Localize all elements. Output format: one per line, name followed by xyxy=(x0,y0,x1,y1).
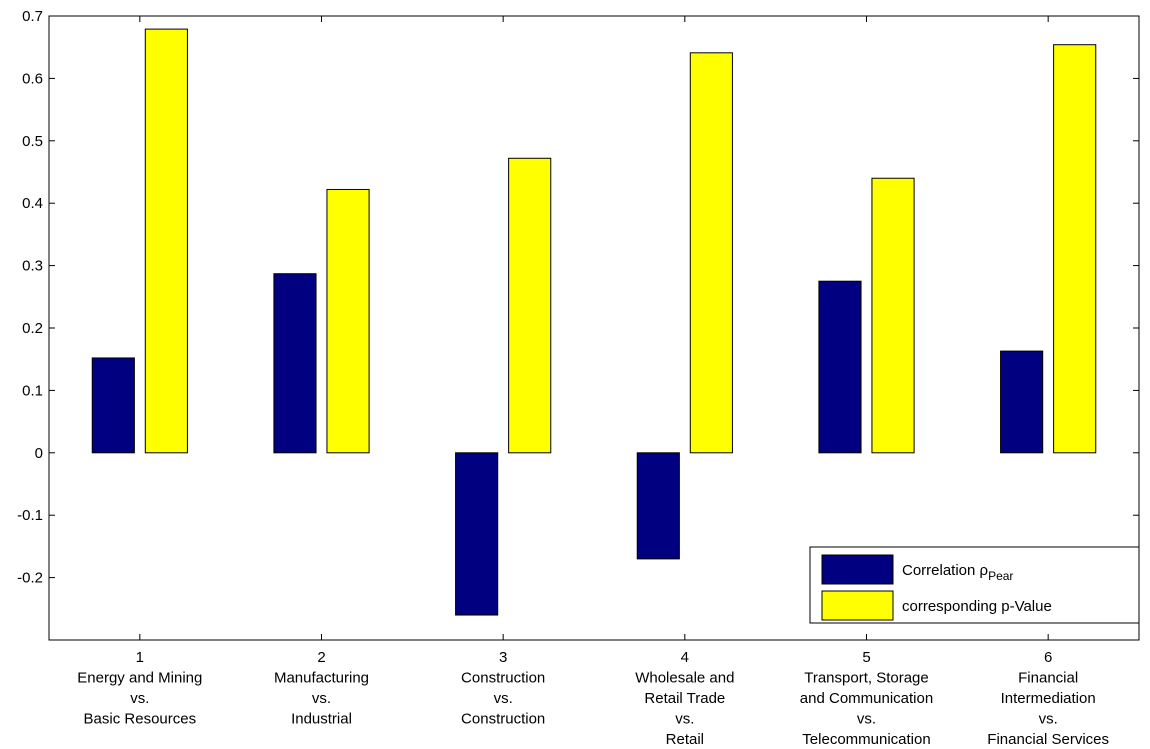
bar xyxy=(818,280,862,454)
legend-label: corresponding p-Value xyxy=(902,598,1052,615)
legend-label: Correlation ρPear xyxy=(902,562,1013,583)
x-tick-label: Retail Trade xyxy=(644,690,725,707)
x-tick-label: 3 xyxy=(499,649,507,666)
bar xyxy=(144,28,188,454)
bar xyxy=(689,52,733,454)
legend: Correlation ρPear corresponding p-Value xyxy=(809,546,1140,624)
x-tick-label: Transport, Storage xyxy=(804,670,929,687)
y-tick-label: 0.6 xyxy=(22,70,43,87)
x-tick-label: vs. xyxy=(675,711,694,728)
y-tick-label: 0 xyxy=(35,445,43,462)
x-tick-label: Industrial xyxy=(291,711,352,728)
x-tick-label: Retail xyxy=(666,731,704,748)
legend-text: corresponding p-Value xyxy=(902,598,1052,615)
x-tick-label: vs. xyxy=(130,690,149,707)
x-tick-label: vs. xyxy=(494,690,513,707)
bar xyxy=(1053,44,1097,454)
legend-text: Correlation ρ xyxy=(902,562,988,579)
bar xyxy=(455,452,499,616)
bar xyxy=(508,157,552,454)
x-tick-label: Intermediation xyxy=(1001,690,1096,707)
x-tick-label: Financial Services xyxy=(987,731,1109,748)
bar xyxy=(91,357,135,454)
y-tick-label: 0.2 xyxy=(22,320,43,337)
x-tick-label: Financial xyxy=(1018,670,1078,687)
x-tick-label: Construction xyxy=(461,670,545,687)
bar xyxy=(273,273,317,454)
y-tick-label: 0.7 xyxy=(22,8,43,25)
legend-subscript: Pear xyxy=(988,569,1013,583)
x-tick-label: Basic Resources xyxy=(84,711,197,728)
y-tick-label: -0.2 xyxy=(17,570,43,587)
bar xyxy=(636,452,680,560)
bar xyxy=(871,177,915,454)
x-tick-label: Telecommunication xyxy=(802,731,930,748)
x-tick-label: vs. xyxy=(857,711,876,728)
bar xyxy=(326,188,370,454)
bar xyxy=(1000,350,1044,454)
legend-swatch xyxy=(821,554,894,585)
x-tick-label: 1 xyxy=(136,649,144,666)
legend-swatch xyxy=(821,590,894,621)
x-tick-label: Construction xyxy=(461,711,545,728)
y-tick-label: 0.4 xyxy=(22,195,43,212)
x-tick-label: 4 xyxy=(681,649,689,666)
x-tick-label: 2 xyxy=(317,649,325,666)
plot-area xyxy=(49,16,1139,640)
y-tick-label: 0.1 xyxy=(22,382,43,399)
x-tick-label: and Communication xyxy=(800,690,933,707)
x-tick-label: Manufacturing xyxy=(274,670,369,687)
x-tick-label: Wholesale and xyxy=(635,670,734,687)
y-tick-label: 0.3 xyxy=(22,258,43,275)
x-tick-label: vs. xyxy=(1039,711,1058,728)
y-tick-label: 0.5 xyxy=(22,133,43,150)
x-tick-label: 5 xyxy=(862,649,870,666)
y-tick-label: -0.1 xyxy=(17,507,43,524)
x-tick-label: vs. xyxy=(312,690,331,707)
x-tick-label: 6 xyxy=(1044,649,1052,666)
x-tick-label: Energy and Mining xyxy=(77,670,202,687)
